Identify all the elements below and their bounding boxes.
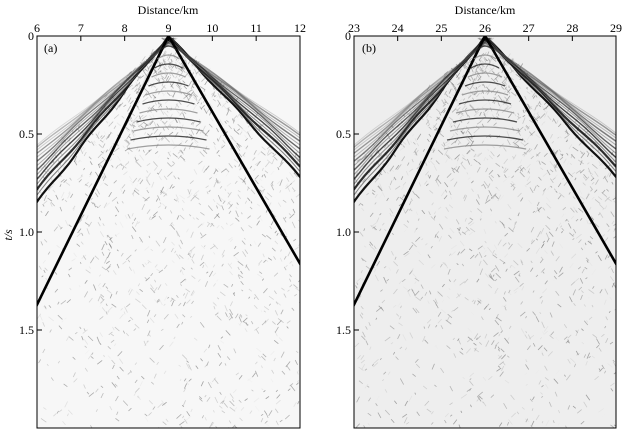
x-tick-label: 29 — [610, 21, 622, 35]
y-ticks: 0 0.5 1.0 1.5 — [336, 29, 359, 337]
y-tick-label: 1.0 — [336, 225, 351, 239]
x-axis-title: Distance/km — [138, 3, 199, 17]
y-tick-label: 0 — [345, 29, 351, 43]
wavefield-image — [37, 36, 300, 428]
arrival-bands — [354, 37, 616, 204]
y-tick-label: 0.5 — [336, 127, 351, 141]
panel-label: (b) — [362, 41, 376, 55]
x-tick-label: 28 — [566, 21, 578, 35]
scattered-noise — [37, 49, 300, 428]
wavefield-image — [354, 36, 616, 428]
x-ticks: 6 7 8 9 10 11 12 — [34, 21, 306, 41]
panel-label: (a) — [44, 41, 57, 55]
near-source-wavelets — [127, 45, 210, 150]
x-tick-label: 6 — [34, 21, 40, 35]
y-tick-label: 1.0 — [19, 225, 34, 239]
panel-b: Distance/km 23 24 25 26 27 28 29 0 0.5 1.0 1.5 (b… — [336, 3, 622, 429]
x-tick-label: 7 — [78, 21, 84, 35]
panel-a: Distance/km t/s 6 7 8 9 10 11 12 0 0.5 1.0 1.5 (a… — [1, 3, 306, 429]
x-tick-label: 11 — [250, 21, 262, 35]
x-tick-label: 10 — [206, 21, 218, 35]
arrival-bands — [37, 37, 300, 204]
y-axis-title: t/s — [1, 229, 15, 241]
x-tick-label: 26 — [479, 21, 491, 35]
x-tick-label: 12 — [294, 21, 306, 35]
y-tick-label: 1.5 — [336, 323, 351, 337]
x-tick-label: 8 — [122, 21, 128, 35]
x-axis-title: Distance/km — [455, 3, 516, 17]
x-tick-label: 24 — [392, 21, 404, 35]
y-ticks: 0 0.5 1.0 1.5 — [19, 29, 42, 337]
direct-arrival — [354, 36, 616, 308]
near-source-wavelets — [443, 45, 527, 150]
x-tick-label: 9 — [166, 21, 172, 35]
x-tick-label: 25 — [435, 21, 447, 35]
y-axis-title-text: t/s — [1, 229, 15, 241]
x-ticks: 23 24 25 26 27 28 29 — [348, 21, 622, 41]
wavefield-background — [37, 36, 300, 428]
x-tick-label: 23 — [348, 21, 360, 35]
x-tick-label: 27 — [523, 21, 535, 35]
direct-arrival — [37, 36, 300, 308]
y-tick-label: 0.5 — [19, 127, 34, 141]
y-tick-label: 1.5 — [19, 323, 34, 337]
y-tick-label: 0 — [28, 29, 34, 43]
